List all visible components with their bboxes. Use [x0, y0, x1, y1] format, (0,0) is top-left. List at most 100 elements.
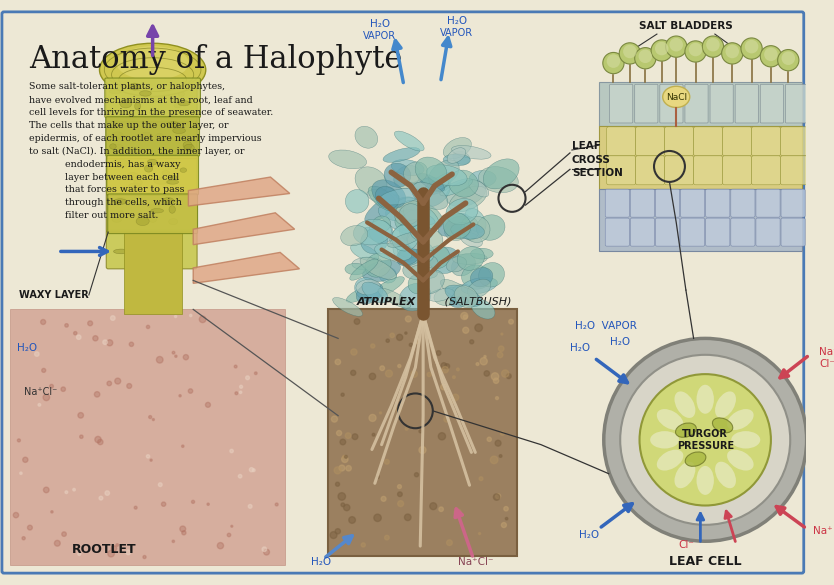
Ellipse shape: [696, 385, 714, 414]
Ellipse shape: [675, 391, 696, 418]
Bar: [329, 309, 517, 556]
Ellipse shape: [110, 144, 116, 149]
Circle shape: [640, 374, 771, 505]
Circle shape: [777, 50, 799, 71]
Circle shape: [501, 522, 506, 528]
Circle shape: [398, 484, 401, 488]
Circle shape: [343, 455, 345, 458]
Ellipse shape: [455, 285, 478, 308]
Circle shape: [264, 549, 269, 555]
Ellipse shape: [340, 226, 368, 246]
Ellipse shape: [483, 159, 519, 189]
Ellipse shape: [450, 297, 469, 308]
Ellipse shape: [410, 266, 437, 278]
Circle shape: [275, 503, 278, 506]
Circle shape: [99, 496, 103, 500]
Circle shape: [430, 503, 437, 510]
FancyBboxPatch shape: [681, 218, 705, 246]
Circle shape: [234, 365, 237, 368]
Ellipse shape: [407, 228, 443, 251]
Circle shape: [335, 482, 339, 486]
Text: Cl⁻: Cl⁻: [819, 359, 834, 369]
Circle shape: [115, 378, 121, 384]
Text: NaCl: NaCl: [666, 94, 686, 102]
Ellipse shape: [451, 222, 485, 239]
FancyBboxPatch shape: [735, 84, 758, 123]
Ellipse shape: [418, 270, 445, 294]
FancyBboxPatch shape: [710, 84, 733, 123]
Circle shape: [205, 402, 210, 407]
Circle shape: [341, 393, 344, 396]
Ellipse shape: [397, 246, 418, 258]
Ellipse shape: [469, 180, 489, 197]
Circle shape: [180, 526, 186, 532]
Ellipse shape: [429, 160, 460, 187]
Circle shape: [456, 368, 460, 371]
Ellipse shape: [113, 159, 128, 167]
Circle shape: [372, 433, 375, 436]
FancyBboxPatch shape: [636, 156, 665, 185]
Ellipse shape: [178, 92, 184, 97]
Circle shape: [685, 41, 706, 62]
Text: TURGOR
PRESSURE: TURGOR PRESSURE: [676, 429, 734, 451]
Circle shape: [606, 54, 620, 68]
Circle shape: [501, 370, 509, 377]
Circle shape: [341, 503, 344, 507]
Circle shape: [62, 532, 67, 536]
Circle shape: [61, 387, 65, 391]
Ellipse shape: [428, 288, 455, 301]
Ellipse shape: [162, 170, 169, 176]
Circle shape: [379, 366, 384, 370]
Ellipse shape: [476, 215, 505, 240]
Ellipse shape: [345, 263, 366, 275]
Circle shape: [95, 436, 101, 443]
Circle shape: [331, 416, 338, 422]
Ellipse shape: [363, 260, 400, 282]
Circle shape: [464, 315, 467, 319]
Ellipse shape: [170, 176, 177, 180]
FancyBboxPatch shape: [722, 156, 751, 185]
Ellipse shape: [715, 391, 736, 418]
Ellipse shape: [393, 238, 417, 260]
Circle shape: [42, 369, 46, 373]
FancyBboxPatch shape: [631, 189, 655, 217]
Circle shape: [490, 456, 498, 464]
Circle shape: [651, 40, 672, 61]
Ellipse shape: [184, 144, 194, 151]
Circle shape: [127, 384, 132, 388]
Circle shape: [497, 352, 503, 357]
Ellipse shape: [360, 257, 396, 280]
Circle shape: [666, 36, 687, 57]
Circle shape: [334, 467, 341, 474]
Ellipse shape: [379, 207, 414, 235]
Text: H₂O: H₂O: [610, 337, 631, 347]
FancyBboxPatch shape: [605, 218, 630, 246]
Circle shape: [635, 47, 656, 69]
Circle shape: [218, 542, 224, 549]
FancyBboxPatch shape: [635, 84, 658, 123]
Ellipse shape: [365, 253, 391, 277]
Circle shape: [505, 517, 508, 520]
Ellipse shape: [379, 188, 421, 205]
FancyBboxPatch shape: [106, 83, 197, 122]
Circle shape: [480, 357, 487, 365]
Ellipse shape: [369, 186, 397, 211]
Ellipse shape: [367, 190, 398, 205]
Ellipse shape: [452, 284, 473, 298]
Text: Na⁺Cl⁻: Na⁺Cl⁻: [458, 558, 493, 567]
FancyBboxPatch shape: [656, 189, 680, 217]
Circle shape: [239, 391, 242, 394]
FancyBboxPatch shape: [706, 189, 730, 217]
Circle shape: [354, 319, 359, 324]
Ellipse shape: [156, 85, 168, 94]
Circle shape: [405, 316, 411, 322]
Ellipse shape: [354, 278, 380, 301]
Ellipse shape: [440, 178, 473, 196]
Text: Na⁺: Na⁺: [813, 526, 833, 536]
FancyBboxPatch shape: [108, 194, 198, 233]
Ellipse shape: [112, 218, 122, 222]
Polygon shape: [193, 213, 294, 245]
Ellipse shape: [145, 252, 158, 260]
Ellipse shape: [418, 173, 445, 191]
Circle shape: [452, 394, 459, 401]
